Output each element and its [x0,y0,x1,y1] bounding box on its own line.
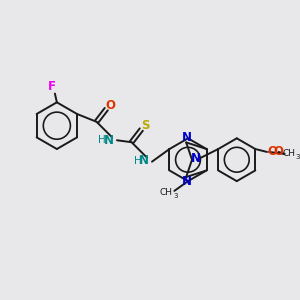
Text: O: O [274,146,284,158]
Text: N: N [191,152,201,165]
Text: CH: CH [159,188,172,197]
Text: CH: CH [283,149,296,158]
Text: N: N [139,154,149,167]
Text: N: N [182,131,192,144]
Text: 3: 3 [173,193,178,199]
Text: O: O [105,99,115,112]
Text: N: N [104,134,114,147]
Text: N: N [182,176,192,188]
Text: 3: 3 [296,154,300,160]
Text: O: O [268,146,278,158]
Text: H: H [98,135,106,145]
Text: F: F [48,80,56,93]
Text: S: S [141,119,149,132]
Text: H: H [134,156,141,166]
